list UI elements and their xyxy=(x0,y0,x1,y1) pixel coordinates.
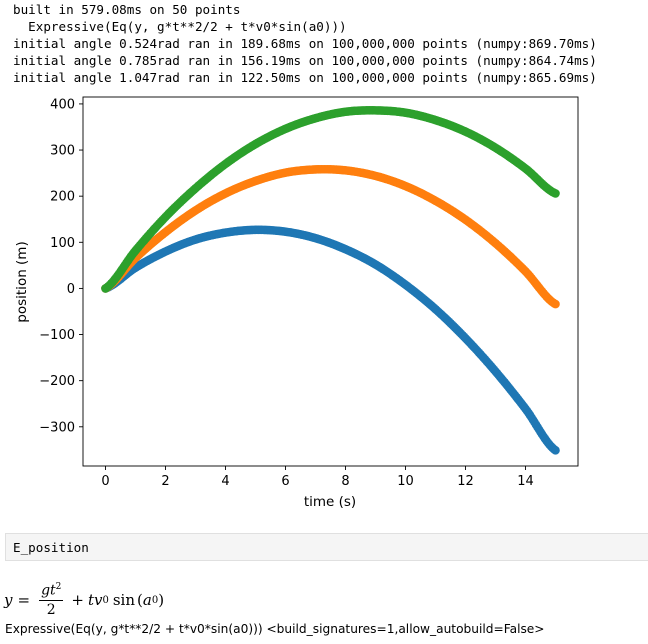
x-axis: 0 2 4 6 8 10 12 14 xyxy=(101,466,534,489)
sin-function: sin xyxy=(112,591,136,609)
y-tick-label: −200 xyxy=(39,374,75,389)
code-cell-input[interactable]: E_position xyxy=(5,533,648,561)
series-group xyxy=(101,106,560,455)
y-axis-title: position (m) xyxy=(14,241,30,322)
output-line: Expressive(Eq(y, g*t**2/2 + t*v0*sin(a0)… xyxy=(13,19,347,34)
x-tick-label: 0 xyxy=(101,474,109,489)
expression-repr: Expressive(Eq(y, g*t**2/2 + t*v0*sin(a0)… xyxy=(5,622,545,636)
equation-fraction: gt2 2 xyxy=(39,582,64,618)
plot-frame xyxy=(82,96,579,467)
x-tick-label: 4 xyxy=(221,474,229,489)
y-tick-label: −300 xyxy=(39,420,75,435)
series-0 xyxy=(101,225,560,455)
equation-term: tv xyxy=(87,591,103,609)
series-2 xyxy=(101,106,560,293)
output-line: built in 579.08ms on 50 points xyxy=(13,2,241,17)
y-tick-label: 200 xyxy=(50,190,75,205)
x-tick-label: 12 xyxy=(457,474,474,489)
sin-argument: a xyxy=(142,591,152,609)
y-tick-label: 0 xyxy=(67,282,75,297)
y-axis: 400 300 200 100 0 −100 −200 −300 xyxy=(39,97,83,435)
data-point xyxy=(551,189,560,198)
cell-code-text: E_position xyxy=(13,540,89,555)
position-time-chart: 0 2 4 6 8 10 12 14 400 300 200 100 0 −100 −200 −300 ti… xyxy=(14,96,579,510)
stdout-output: built in 579.08ms on 50 points Expressiv… xyxy=(13,1,597,86)
numerator-exponent: 2 xyxy=(55,582,62,593)
equation-render: y = gt2 2 + tv 0 sin (a 0) xyxy=(4,582,165,618)
x-tick-label: 8 xyxy=(341,474,349,489)
x-tick-label: 14 xyxy=(517,474,534,489)
equation-lhs: y xyxy=(4,591,13,609)
term-subscript: 0 xyxy=(102,594,109,606)
argument-subscript: 0 xyxy=(151,594,159,606)
fraction-denominator: 2 xyxy=(46,601,56,618)
output-line: initial angle 0.524rad ran in 189.68ms o… xyxy=(13,36,597,51)
series-1 xyxy=(101,164,560,309)
data-point xyxy=(551,299,560,309)
data-point xyxy=(551,446,560,455)
x-axis-title: time (s) xyxy=(304,494,356,510)
y-tick-label: 400 xyxy=(50,97,75,112)
x-tick-label: 2 xyxy=(161,474,169,489)
x-tick-label: 10 xyxy=(397,474,414,489)
output-line: initial angle 1.047rad ran in 122.50ms o… xyxy=(13,70,597,85)
equals-sign: = xyxy=(17,591,31,609)
fraction-numerator: gt xyxy=(41,582,56,599)
y-tick-label: 300 xyxy=(50,144,75,159)
y-tick-label: −100 xyxy=(39,328,75,343)
y-tick-label: 100 xyxy=(50,236,75,251)
x-tick-label: 6 xyxy=(281,474,289,489)
output-line: initial angle 0.785rad ran in 156.19ms o… xyxy=(13,53,597,68)
plus-sign: + xyxy=(71,591,84,609)
